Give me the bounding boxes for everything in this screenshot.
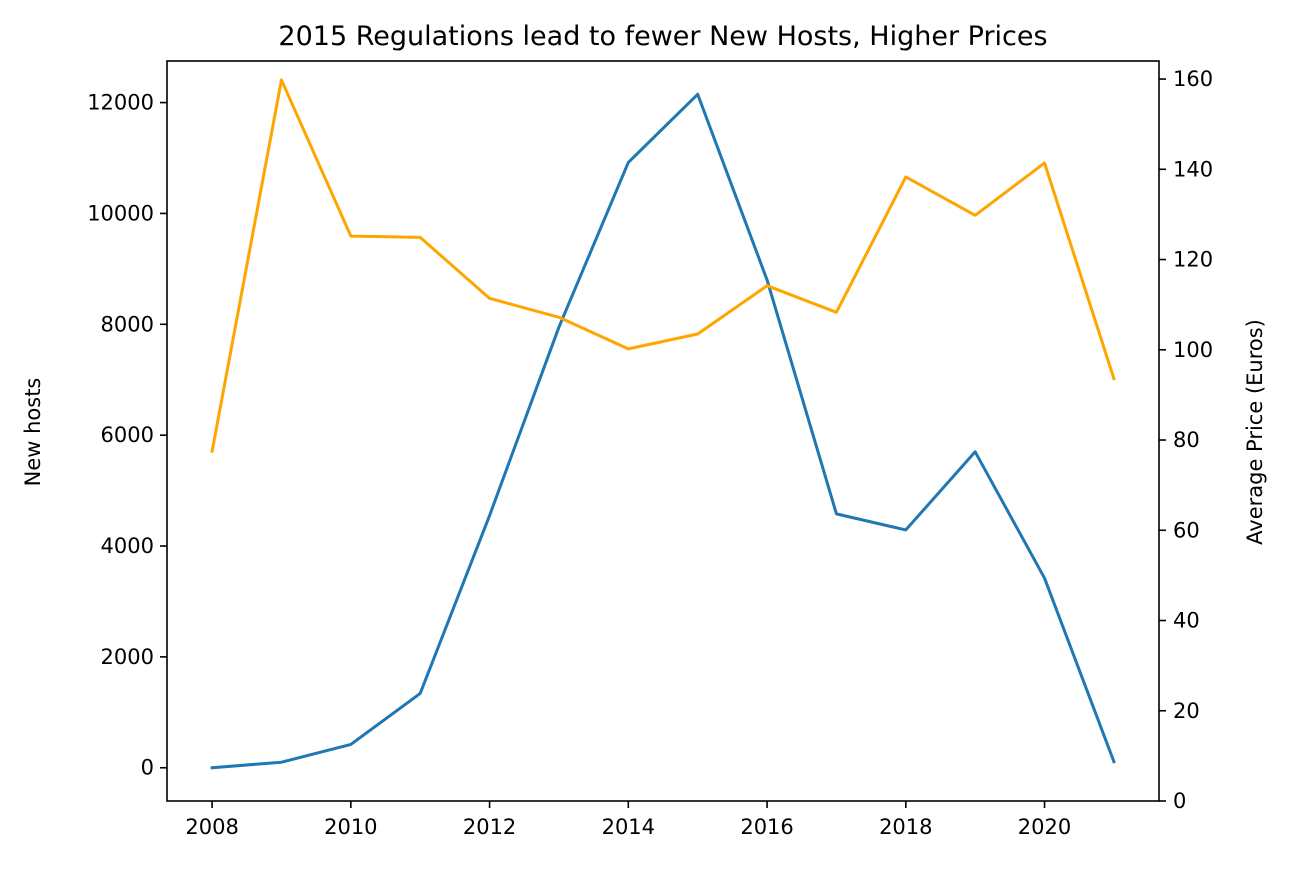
chart-title: 2015 Regulations lead to fewer New Hosts… (278, 21, 1047, 52)
y-left-tick-label: 2000 (101, 645, 154, 669)
x-tick-label: 2016 (740, 815, 793, 839)
y-right-tick-label: 80 (1173, 428, 1200, 452)
x-tick-label: 2020 (1018, 815, 1071, 839)
series-line-price (210, 78, 1116, 454)
x-tick-label: 2012 (463, 815, 516, 839)
y-left-tick-label: 10000 (87, 201, 154, 225)
y-left-tick-label: 4000 (101, 534, 154, 558)
y-right-tick-label: 100 (1173, 338, 1213, 362)
y-right-tick-label: 120 (1173, 248, 1213, 272)
series-line-new-hosts (210, 92, 1116, 770)
y-right-tick-label: 40 (1173, 609, 1200, 633)
y-left-tick-label: 0 (141, 756, 154, 780)
y-right-tick-label: 140 (1173, 157, 1213, 181)
x-tick-label: 2010 (324, 815, 377, 839)
y-right-tick-label: 0 (1173, 789, 1186, 813)
plot-frame (166, 60, 1160, 802)
y-axis-right-label: Average Price (Euros) (1243, 319, 1267, 545)
plot-area: 2008 2010 2012 2014 2016 2018 2020020004000600… (87, 60, 1213, 839)
y-left-tick-label: 8000 (101, 312, 154, 336)
x-tick-label: 2008 (185, 815, 238, 839)
y-right-tick-label: 160 (1173, 67, 1213, 91)
y-left-tick-label: 6000 (101, 423, 154, 447)
y-right-tick-label: 60 (1173, 518, 1200, 542)
y-left-tick-label: 12000 (87, 91, 154, 115)
y-axis-left-label: New hosts (21, 378, 45, 487)
y-right-tick-label: 20 (1173, 699, 1200, 723)
x-tick-label: 2018 (879, 815, 932, 839)
x-tick-label: 2014 (602, 815, 655, 839)
